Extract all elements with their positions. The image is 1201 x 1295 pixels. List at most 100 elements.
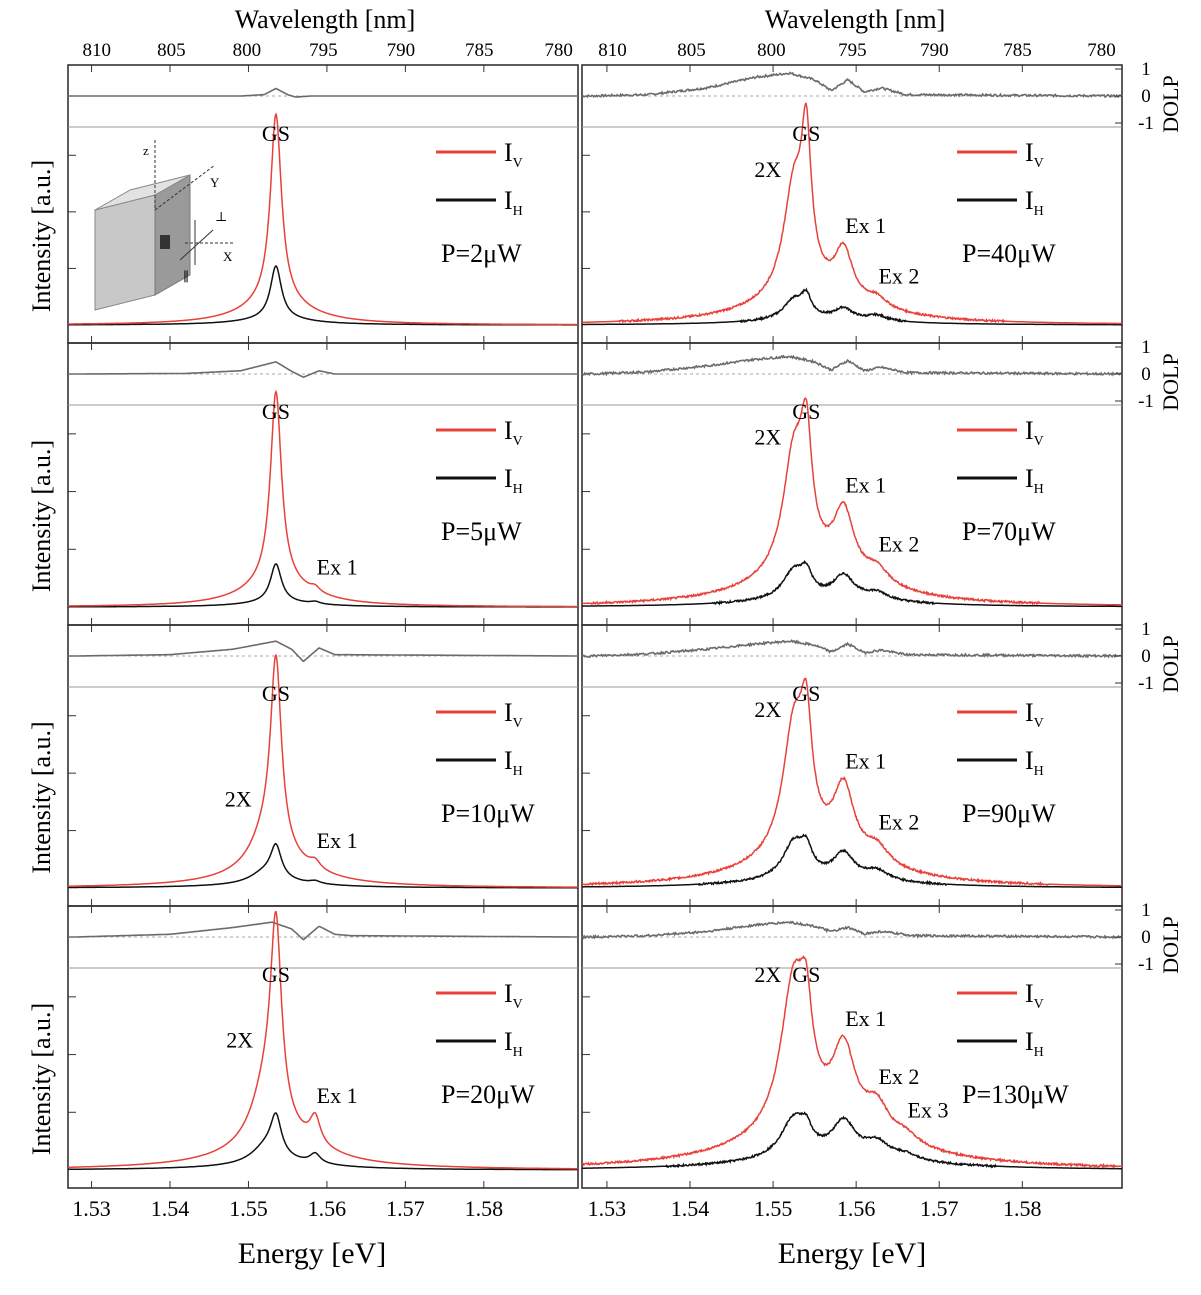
- legend-ih-label: IH: [504, 1027, 523, 1060]
- panel-frame: [67, 624, 579, 907]
- legend-iv-label: IV: [504, 979, 523, 1012]
- power-label: P=70μW: [962, 517, 1056, 546]
- energy-tick-label: 1.56: [837, 1196, 876, 1221]
- ih-series-line: [582, 833, 1122, 889]
- inset-z-label: z: [143, 143, 149, 158]
- peak-label: Ex 1: [845, 213, 886, 238]
- wavelength-tick-label: 810: [598, 40, 627, 61]
- energy-tick-label: 1.53: [72, 1196, 111, 1221]
- energy-tick-label: 1.54: [671, 1196, 710, 1221]
- peak-label: GS: [792, 681, 820, 706]
- peak-label: GS: [792, 399, 820, 424]
- peak-label: Ex 3: [908, 1097, 949, 1122]
- dolp-curve: [581, 71, 1123, 99]
- dolp-axis-label: DOLP: [1158, 916, 1183, 973]
- peak-label: GS: [262, 681, 290, 706]
- legend-ih-sub: H: [1034, 1045, 1044, 1060]
- peak-label: Ex 1: [317, 554, 358, 579]
- panel-4: GS 2X Ex 1 Ex 2 IV IH P=40μW: [581, 64, 1123, 344]
- peak-label: 2X: [754, 962, 781, 987]
- peak-label: 2X: [225, 786, 252, 811]
- legend-iv-sub: V: [513, 997, 523, 1012]
- wavelength-tick-label: 800: [757, 40, 786, 61]
- dolp-axis-label: DOLP: [1158, 635, 1183, 692]
- ih-series-line: [67, 1112, 578, 1171]
- legend-iv-label: IV: [504, 416, 523, 449]
- legend-iv-sub: V: [1034, 997, 1044, 1012]
- power-label: P=20μW: [441, 1080, 535, 1109]
- wavelength-tick-label: 805: [157, 40, 186, 61]
- panel-grid: GS IV IH P=2μW GS Ex 1 IV IH P=5μW GS 2X Ex 1 IV IH P=…: [67, 64, 1123, 1189]
- legend-iv-sub: V: [1034, 716, 1044, 731]
- iv-series-line: [582, 397, 1122, 606]
- wavelength-tick-label: 795: [309, 40, 338, 61]
- dolp-curve: [68, 87, 578, 98]
- wavelength-tick-label: 790: [920, 40, 949, 61]
- power-label: P=5μW: [441, 517, 522, 546]
- legend-ih-label: IH: [1025, 1027, 1044, 1060]
- dolp-tick-label: 1: [1141, 619, 1151, 640]
- inset-face-top: [94, 174, 191, 211]
- dolp-curve: [68, 640, 578, 663]
- panel-3: GS 2X Ex 1 IV IH P=20μW: [67, 905, 579, 1189]
- panel-frame: [67, 905, 579, 1189]
- peak-label: Ex 1: [845, 1006, 886, 1031]
- dolp-tick-label: -1: [1138, 391, 1154, 412]
- legend-iv-sub: V: [513, 156, 523, 171]
- dolp-curve: [581, 920, 1123, 940]
- energy-tick-label: 1.55: [229, 1196, 268, 1221]
- iv-series-line: [582, 102, 1122, 325]
- inset-y-label: Y: [210, 175, 220, 190]
- energy-tick-label: 1.56: [308, 1196, 347, 1221]
- ih-series-line: [582, 560, 1122, 608]
- dolp-curve: [581, 354, 1123, 377]
- ih-series-line: [68, 563, 578, 608]
- dolp-curve: [68, 921, 578, 941]
- wavelength-tick-label: 780: [1087, 40, 1116, 61]
- legend-iv-label: IV: [504, 698, 523, 731]
- inset-par-label: ∥: [183, 269, 189, 284]
- legend-ih-sub: H: [513, 1045, 523, 1060]
- power-label: P=130μW: [962, 1080, 1069, 1109]
- panel-2: GS 2X Ex 1 IV IH P=10μW: [67, 624, 579, 907]
- dolp-tick-label: 0: [1141, 86, 1151, 107]
- power-label: P=10μW: [441, 799, 535, 828]
- dolp-tick-label: -1: [1138, 954, 1154, 975]
- peak-label: Ex 1: [845, 748, 886, 773]
- dolp-tick-label: 1: [1141, 337, 1151, 358]
- top-axis-label: Wavelength [nm]: [235, 5, 416, 34]
- bottom-axis-label-right: Energy [eV]: [778, 1237, 927, 1270]
- top-axis-label-right: Wavelength [nm]: [765, 5, 946, 34]
- dolp-tick-label: -1: [1138, 113, 1154, 134]
- peak-label: Ex 1: [317, 1083, 358, 1108]
- iv-series-line: [68, 910, 578, 1170]
- iv-series-line: [582, 954, 1122, 1169]
- dolp-tick-label: 0: [1141, 646, 1151, 667]
- power-label: P=90μW: [962, 799, 1056, 828]
- energy-tick-label: 1.55: [754, 1196, 793, 1221]
- ih-series-line: [582, 287, 1122, 326]
- wavelength-tick-label: 785: [465, 40, 494, 61]
- iv-series-line: [68, 653, 578, 888]
- peak-label: GS: [262, 399, 290, 424]
- energy-tick-label: 1.54: [151, 1196, 190, 1221]
- dolp-tick-label: 0: [1141, 364, 1151, 385]
- peak-label: GS: [792, 121, 820, 146]
- inset-y-axis: [154, 164, 216, 211]
- inset-perp-arrow: [179, 229, 214, 261]
- wavelength-tick-label: 785: [1003, 40, 1032, 61]
- inset-face-front: [94, 194, 156, 311]
- panel-6: GS 2X Ex 1 Ex 2 IV IH P=90μW: [581, 624, 1123, 907]
- energy-tick-label: 1.53: [588, 1196, 627, 1221]
- legend-ih-sub: H: [513, 764, 523, 779]
- wavelength-tick-label: 795: [838, 40, 867, 61]
- peak-label: GS: [262, 121, 290, 146]
- legend-ih-label: IH: [1025, 746, 1044, 779]
- dolp-axis-label: DOLP: [1158, 75, 1183, 132]
- peak-label: GS: [262, 962, 290, 987]
- peak-label: 2X: [754, 697, 781, 722]
- shared-axes: Intensity [a.u.] Intensity [a.u.] Intensit…: [27, 40, 1183, 1221]
- energy-tick-label: 1.58: [465, 1196, 504, 1221]
- legend-ih-label: IH: [1025, 186, 1044, 219]
